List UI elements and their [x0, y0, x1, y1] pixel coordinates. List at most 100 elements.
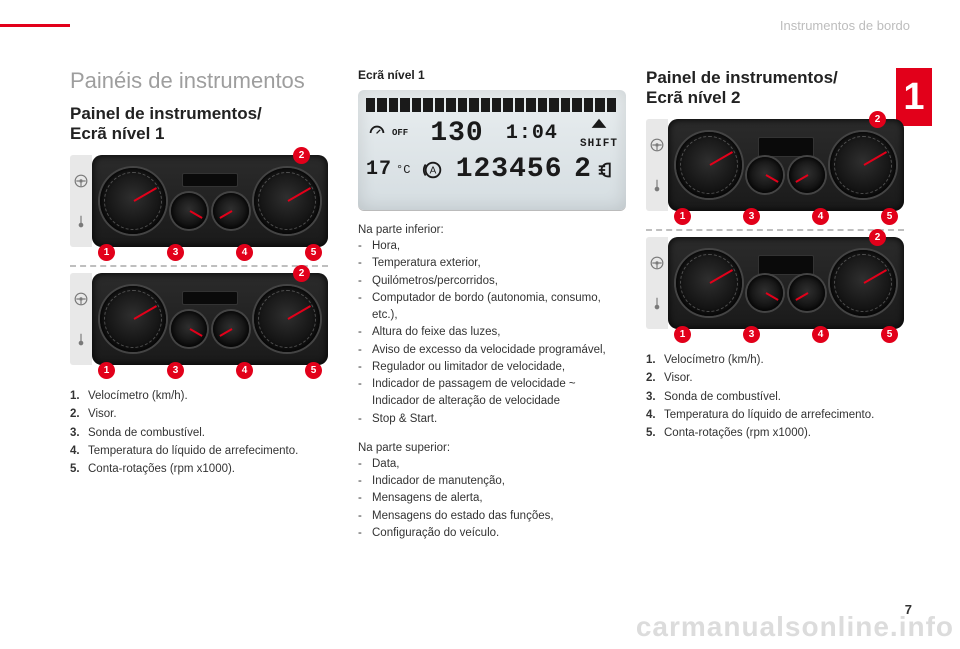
instrument-cluster-figure-level2: 2 1 3 4 5	[646, 119, 904, 329]
thermometer-icon	[650, 296, 664, 310]
list-item: Regulador ou limitador de velocidade,	[358, 359, 622, 376]
legend-list-level2: 1.Velocímetro (km/h). 2.Visor. 3.Sonda d…	[646, 351, 910, 443]
variant-side-tab	[646, 119, 668, 211]
variant-side-tab	[70, 155, 92, 247]
thermometer-icon	[650, 178, 664, 192]
steering-wheel-icon	[74, 292, 88, 306]
center-display-large	[758, 137, 814, 157]
legend-item: 2.Visor.	[70, 405, 334, 423]
variant-separator	[70, 265, 328, 267]
speedometer-icon	[366, 122, 388, 144]
fuel-gauge	[747, 157, 783, 193]
dashboard-panel	[92, 273, 328, 365]
lower-items-list: Hora,Temperatura exterior,Quilómetros/pe…	[358, 238, 622, 428]
list-item: Temperatura exterior,	[358, 255, 622, 272]
callout-4: 4	[812, 326, 829, 343]
section-heading-level1: Painel de instrumentos/ Ecrã nível 1	[70, 104, 334, 145]
fuel-gauge	[171, 193, 207, 229]
upper-items-list: Data,Indicador de manutenção,Mensagens d…	[358, 456, 622, 542]
lcd-clock: 1:04	[506, 122, 558, 145]
callout-1: 1	[98, 362, 115, 379]
center-cluster	[758, 255, 814, 311]
coolant-temp-gauge	[213, 311, 249, 347]
fuel-gauge	[171, 311, 207, 347]
callout-2: 2	[869, 111, 886, 128]
tachometer-gauge	[830, 132, 896, 198]
speedometer-gauge	[676, 132, 742, 198]
lcd-row-bottom: 17 °C A 123456 2	[366, 154, 618, 185]
lcd-temp-unit: °C	[396, 163, 410, 177]
corner-accent	[0, 24, 70, 27]
callout-5: 5	[881, 326, 898, 343]
legend-item: 2.Visor.	[646, 369, 910, 387]
headlight-icon	[596, 159, 618, 181]
legend-item: 1.Velocímetro (km/h).	[70, 387, 334, 405]
callout-4: 4	[812, 208, 829, 225]
fuel-gauge	[747, 275, 783, 311]
coolant-temp-gauge	[213, 193, 249, 229]
dashboard-panel	[668, 237, 904, 329]
legend-item: 1.Velocímetro (km/h).	[646, 351, 910, 369]
instrument-cluster-figure-level1: 2 1 3 4 5	[70, 155, 328, 365]
shift-label: SHIFT	[580, 138, 618, 150]
center-cluster	[182, 173, 238, 229]
content-columns: Painéis de instrumentos Painel de instru…	[70, 68, 910, 608]
speedometer-gauge	[676, 250, 742, 316]
page: Instrumentos de bordo 1 Painéis de instr…	[0, 0, 960, 649]
speedometer-gauge	[100, 168, 166, 234]
watermark: carmanualsonline.info	[636, 611, 954, 643]
cluster-variant-b: 2 1 3 4 5	[646, 237, 904, 329]
callout-3: 3	[167, 362, 184, 379]
callout-3: 3	[167, 244, 184, 261]
center-display	[182, 173, 238, 187]
list-item: Stop & Start.	[358, 411, 622, 428]
tachometer-gauge	[830, 250, 896, 316]
column-2: Ecrã nível 1 OFF 130 1:04 SHIFT	[358, 68, 622, 608]
gear-and-lights: 2	[574, 154, 618, 185]
list-item: Quilómetros/percorridos,	[358, 273, 622, 290]
legend-item: 5.Conta-rotações (rpm x1000).	[646, 424, 910, 442]
list-item: Configuração do veículo.	[358, 525, 622, 542]
lcd-row-top: OFF 130 1:04 SHIFT	[366, 116, 618, 150]
lcd-speed: 130	[430, 118, 483, 149]
speedometer-gauge	[100, 286, 166, 352]
list-item: Indicador de manutenção,	[358, 473, 622, 490]
callout-2: 2	[869, 229, 886, 246]
list-item: Computador de bordo (autonomia, consumo,…	[358, 290, 622, 325]
column-3: Painel de instrumentos/ Ecrã nível 2	[646, 68, 910, 608]
cluster-variant-a: 2 1 3 4 5	[646, 119, 904, 211]
callout-1: 1	[98, 244, 115, 261]
steering-wheel-icon	[74, 174, 88, 188]
legend-item: 5.Conta-rotações (rpm x1000).	[70, 460, 334, 478]
variant-side-tab	[70, 273, 92, 365]
list-item: Indicador de passagem de velocidade ~ In…	[358, 376, 622, 411]
stop-start-icon: A	[422, 159, 444, 181]
stop-start-indicator: A	[422, 159, 444, 181]
callouts-row: 1 3 4 5	[92, 362, 328, 379]
list-item: Altura do feixe das luzes,	[358, 324, 622, 341]
callout-3: 3	[743, 208, 760, 225]
callouts-row: 1 3 4 5	[668, 326, 904, 343]
callout-2: 2	[293, 265, 310, 282]
cruise-off-indicator: OFF	[366, 122, 408, 144]
dashboard-panel	[92, 155, 328, 247]
callout-1: 1	[674, 208, 691, 225]
callout-2: 2	[293, 147, 310, 164]
section-heading-level2: Painel de instrumentos/ Ecrã nível 2	[646, 68, 910, 109]
list-item: Hora,	[358, 238, 622, 255]
legend-item: 4.Temperatura do líquido de arrefeciment…	[646, 406, 910, 424]
legend-item: 4.Temperatura do líquido de arrefeciment…	[70, 442, 334, 460]
lcd-top-bars	[366, 98, 618, 112]
list-item: Data,	[358, 456, 622, 473]
callout-5: 5	[305, 362, 322, 379]
steering-wheel-icon	[650, 256, 664, 270]
tachometer-gauge	[254, 286, 320, 352]
cluster-variant-a: 2 1 3 4 5	[70, 155, 328, 247]
lcd-temp-value: 17	[366, 158, 392, 181]
coolant-temp-gauge	[789, 275, 825, 311]
variant-separator	[646, 229, 904, 231]
column-1: Painéis de instrumentos Painel de instru…	[70, 68, 334, 608]
callout-1: 1	[674, 326, 691, 343]
page-title: Painéis de instrumentos	[70, 68, 334, 94]
variant-side-tab	[646, 237, 668, 329]
